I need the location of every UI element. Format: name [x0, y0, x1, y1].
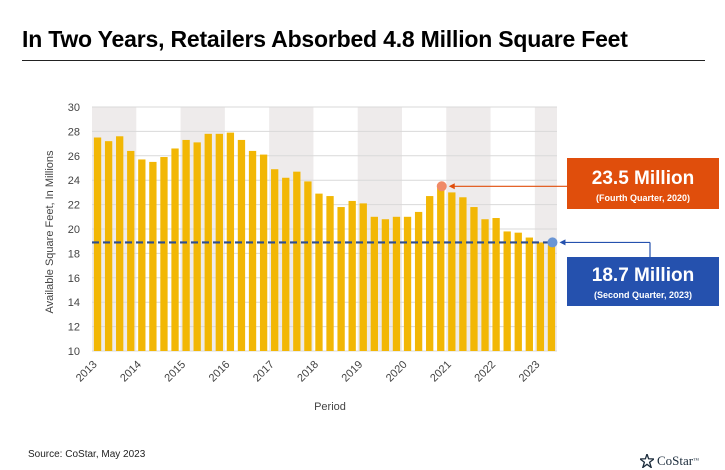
y-tick-label: 10 — [68, 346, 80, 358]
bar — [160, 157, 168, 351]
y-tick-label: 12 — [68, 322, 80, 334]
bar — [426, 196, 434, 351]
bar — [448, 192, 456, 351]
bar — [326, 196, 334, 351]
bar — [414, 211, 423, 351]
peak-callout-box — [567, 158, 719, 209]
bar — [392, 216, 401, 351]
peak-callout-subtitle: (Fourth Quarter, 2020) — [596, 193, 690, 203]
bar — [547, 244, 556, 351]
x-tick-label: 2023 — [517, 359, 543, 385]
bar — [459, 197, 467, 351]
bar — [359, 203, 367, 351]
bar — [492, 218, 500, 351]
bar — [348, 200, 356, 351]
source-note: Source: CoStar, May 2023 — [28, 449, 146, 460]
x-tick-label: 2022 — [472, 359, 498, 385]
y-tick-label: 20 — [68, 224, 80, 236]
y-tick-label: 14 — [68, 297, 80, 309]
y-tick-label: 24 — [68, 175, 80, 187]
y-axis-label: Available Square Feet, In Millions — [44, 150, 56, 314]
bar — [514, 232, 522, 351]
current-callout-box — [567, 257, 719, 306]
peak-callout-value: 23.5 Million — [592, 168, 694, 189]
current-arrowhead — [559, 239, 566, 246]
x-tick-label: 2015 — [162, 359, 188, 385]
peak-marker — [436, 181, 447, 192]
y-tick-label: 26 — [68, 151, 80, 163]
x-axis-label: Period — [314, 401, 346, 413]
x-tick-label: 2014 — [118, 359, 144, 385]
bar — [536, 242, 545, 351]
logo-text: CoStar — [657, 453, 694, 468]
x-tick-label: 2019 — [340, 359, 366, 385]
costar-star-icon — [640, 454, 654, 468]
bar — [337, 207, 345, 351]
x-tick-label: 2020 — [384, 359, 410, 385]
bar — [403, 216, 412, 351]
bar — [259, 154, 268, 351]
current-callout-value: 18.7 Million — [592, 265, 694, 286]
y-tick-label: 28 — [68, 126, 80, 138]
bar — [248, 150, 257, 351]
x-tick-label: 2016 — [207, 359, 233, 385]
current-callout-subtitle: (Second Quarter, 2023) — [594, 290, 692, 300]
peak-arrowhead — [448, 183, 455, 190]
x-tick-label: 2017 — [251, 359, 277, 385]
bar — [271, 169, 279, 351]
bar — [93, 137, 102, 351]
bar — [481, 219, 489, 351]
bar — [470, 207, 478, 351]
bar — [437, 186, 445, 351]
x-tick-label: 2018 — [295, 359, 321, 385]
bar — [315, 193, 323, 351]
y-tick-label: 18 — [68, 248, 80, 260]
bar — [381, 219, 390, 351]
bar — [127, 150, 135, 351]
bar — [193, 142, 201, 351]
bar — [304, 181, 312, 351]
y-tick-label: 16 — [68, 273, 80, 285]
costar-logo: CoStar ™ — [640, 453, 699, 469]
title-divider — [22, 60, 705, 61]
bar — [282, 177, 290, 351]
x-tick-label: 2021 — [428, 359, 454, 385]
bar — [182, 139, 190, 351]
chart-title: In Two Years, Retailers Absorbed 4.8 Mil… — [22, 26, 628, 52]
bar — [138, 159, 146, 351]
y-tick-label: 30 — [68, 102, 80, 114]
x-tick-label: 2013 — [74, 359, 100, 385]
bar — [525, 237, 533, 351]
bar — [149, 161, 157, 351]
bar — [171, 148, 179, 351]
bar — [116, 136, 124, 351]
bar — [293, 171, 301, 351]
bar — [370, 216, 378, 351]
y-tick-label: 22 — [68, 200, 80, 212]
bar — [104, 141, 113, 351]
bar — [237, 139, 246, 351]
bar — [503, 231, 511, 351]
current-marker — [547, 237, 558, 248]
